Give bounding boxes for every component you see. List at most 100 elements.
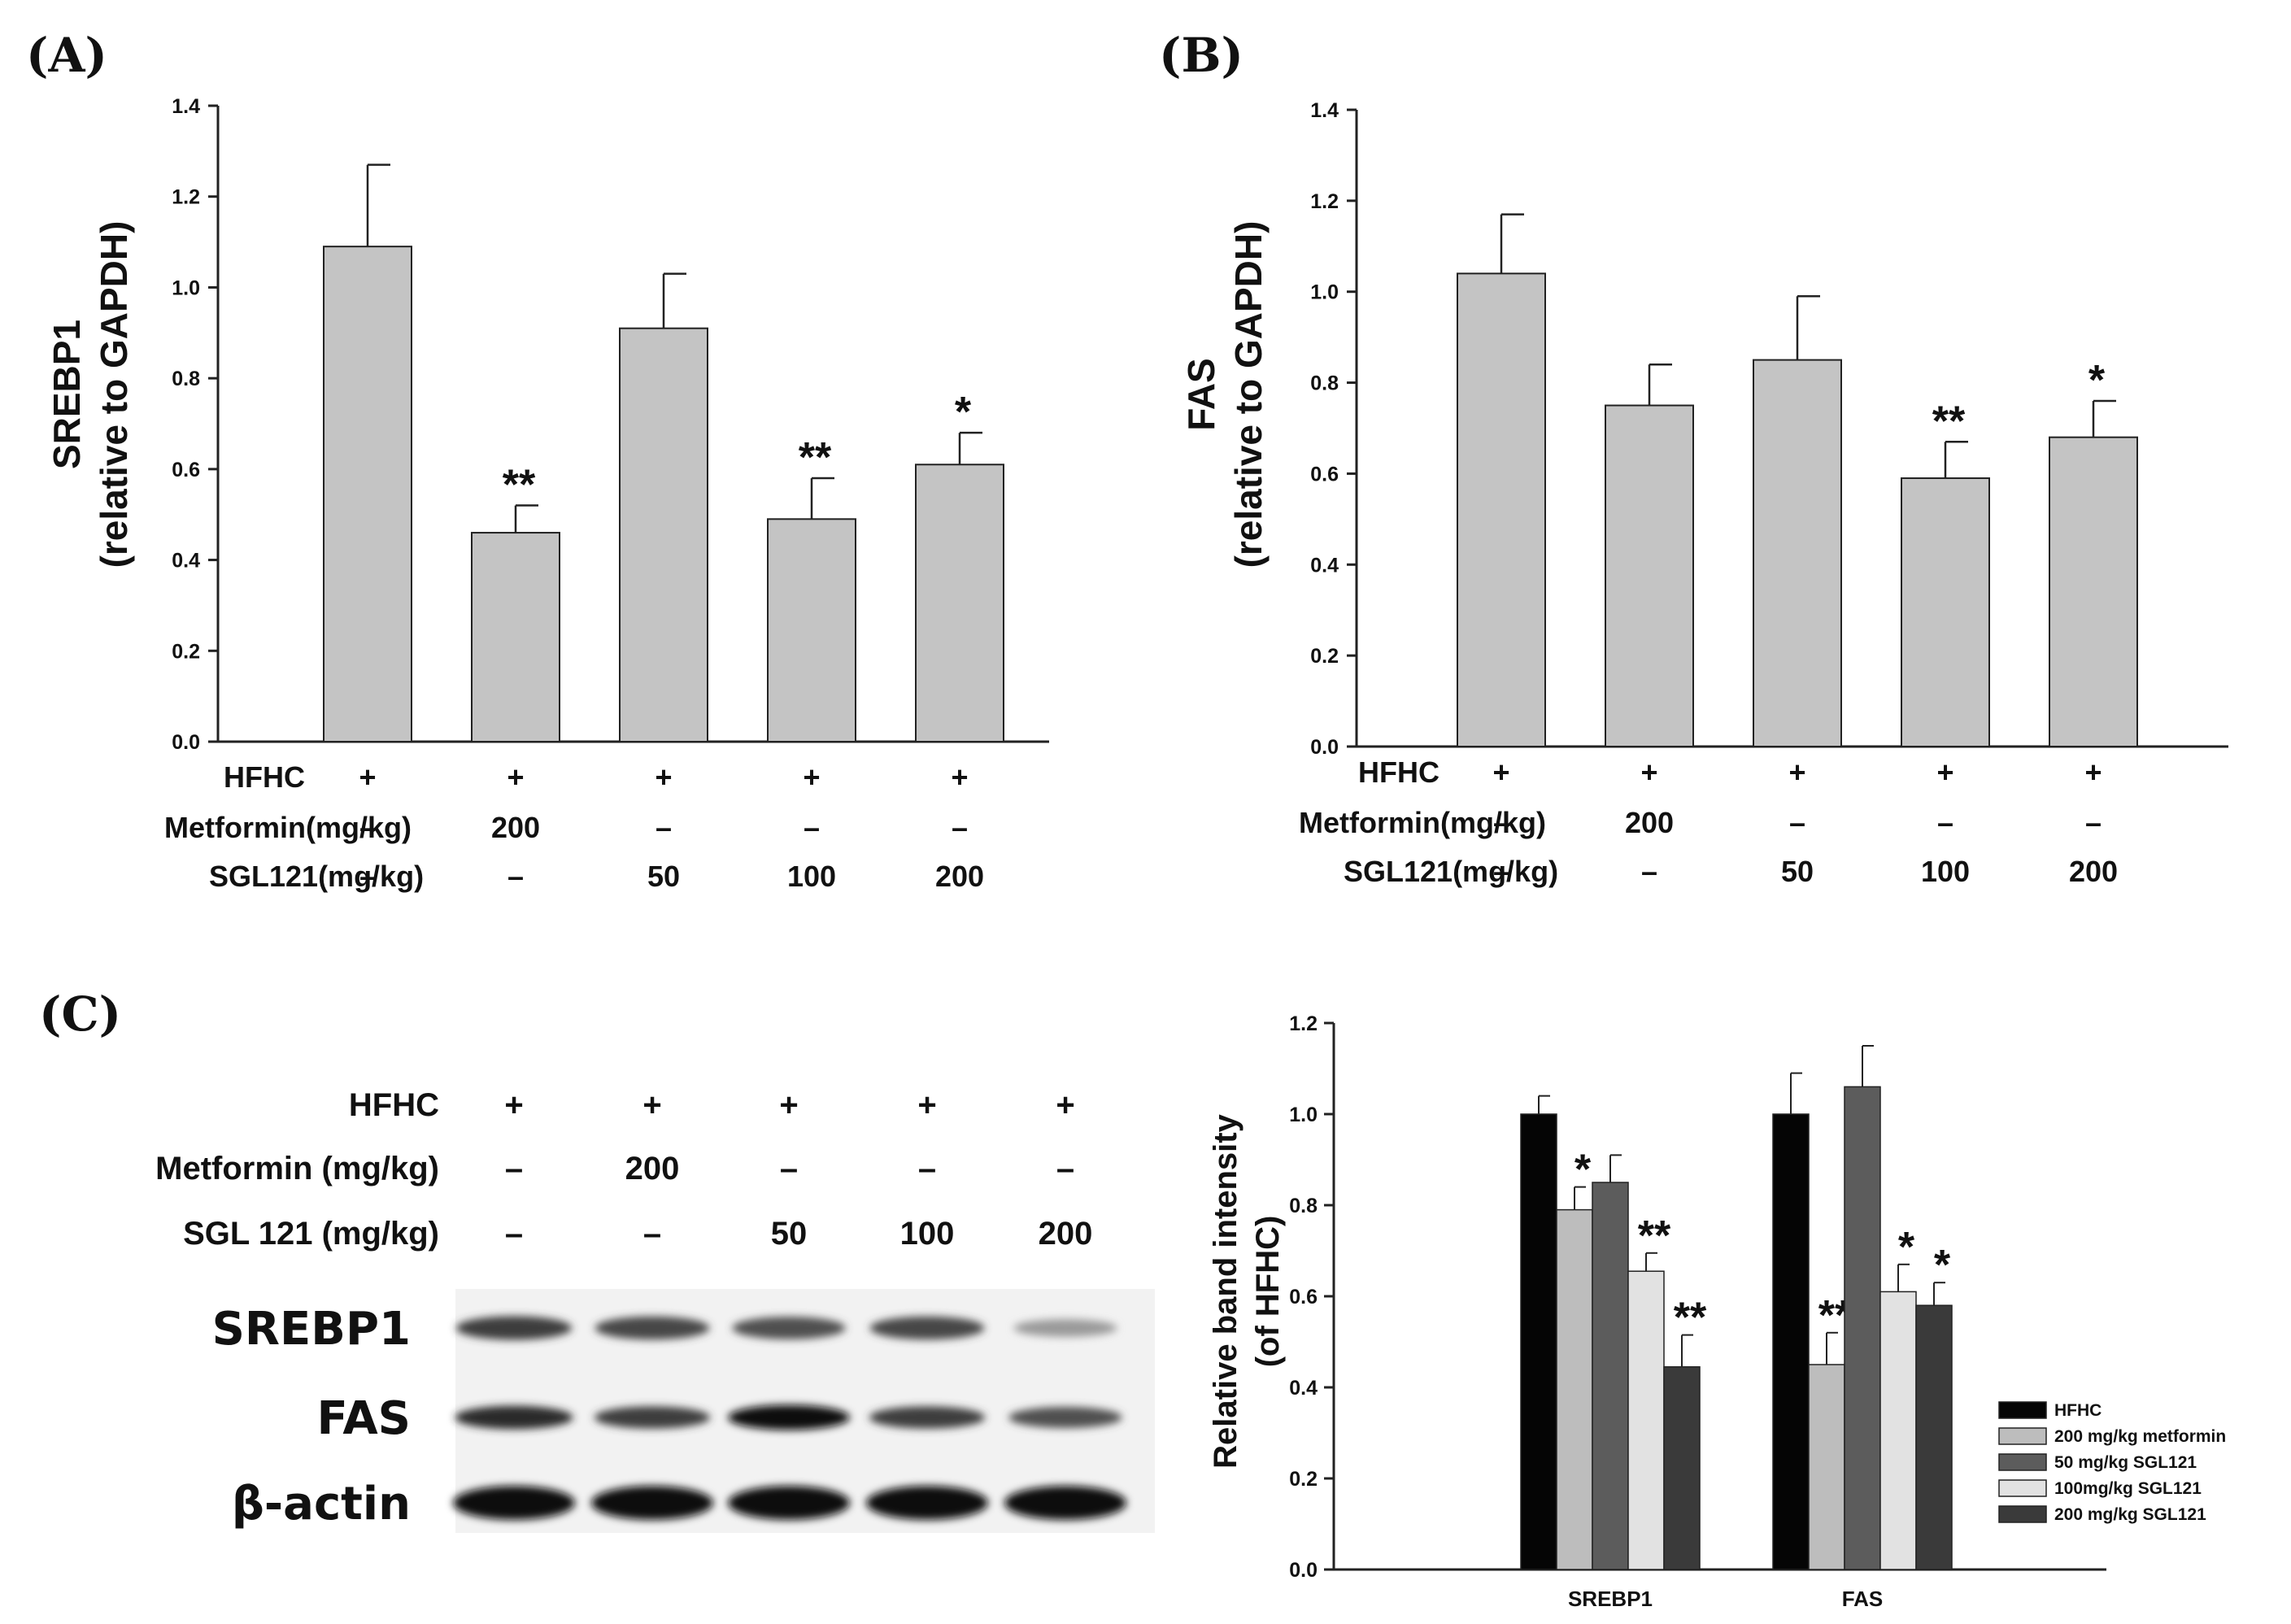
blot-row-label: β-actin <box>232 1478 411 1530</box>
condition-cell: – <box>804 811 820 844</box>
condition-cell: – <box>1937 806 1953 839</box>
condition-cell: 200 <box>1625 806 1674 839</box>
condition-row-label: HFHC <box>224 760 305 794</box>
bar <box>1663 1366 1701 1570</box>
condition-cell: + <box>2084 755 2102 789</box>
blot-band <box>595 1316 710 1340</box>
bar <box>619 327 708 742</box>
blot-condition-cell: – <box>1056 1151 1074 1186</box>
condition-cell: – <box>1493 855 1509 888</box>
blot-band <box>869 1406 986 1429</box>
y-tick-label: 1.0 <box>172 276 200 299</box>
legend-label: 100mg/kg SGL121 <box>2054 1479 2202 1498</box>
chart-a: SREBP1 (relative to GAPDH) 0.0 0.2 0.4 0.6 0… <box>46 95 1049 893</box>
blot-condition-cell: – <box>505 1216 523 1252</box>
y-tick-label: 0.6 <box>1310 463 1339 485</box>
y-tick-label: 0.2 <box>172 640 200 663</box>
blot-band <box>455 1405 573 1430</box>
western-blot: HFHC + + + + + Metformin (mg/kg) – 200 – – – SGL 121… <box>155 1087 1155 1533</box>
y-tick-label: 1.0 <box>1289 1104 1318 1126</box>
blot-condition-cell: 200 <box>625 1151 680 1186</box>
blot-condition-cell: 200 <box>1039 1216 1093 1252</box>
condition-cell: + <box>1492 755 1509 789</box>
condition-cell: – <box>1641 855 1657 888</box>
bar <box>1772 1113 1810 1570</box>
chart-c-ylabel-2: (of HFHC) <box>1250 1216 1286 1368</box>
significance-marker: ** <box>503 462 536 509</box>
panel-label-a: (A) <box>26 28 107 83</box>
condition-cell: + <box>655 760 672 794</box>
condition-cell: 100 <box>1921 855 1970 888</box>
blot-band <box>866 1486 988 1520</box>
chart-b-ylabel-1: FAS <box>1180 358 1222 430</box>
condition-row-label: HFHC <box>1358 755 1439 789</box>
chart-a-ylabel-2: (relative to GAPDH) <box>93 221 135 568</box>
condition-cell: 50 <box>1781 855 1814 888</box>
bar <box>1879 1291 1917 1570</box>
chart-b-ylabel-2: (relative to GAPDH) <box>1227 221 1270 568</box>
chart-a-ylabel-1: SREBP1 <box>46 320 88 469</box>
blot-condition-label: Metformin (mg/kg) <box>155 1151 439 1186</box>
significance-marker: * <box>1898 1224 1915 1271</box>
condition-cell: – <box>359 811 376 844</box>
legend-label: 200 mg/kg metformin <box>2054 1427 2226 1446</box>
y-tick-label: 0.6 <box>1289 1286 1318 1308</box>
significance-marker: ** <box>799 434 832 481</box>
condition-cell: + <box>951 760 968 794</box>
y-tick-label: 0.4 <box>1289 1377 1318 1400</box>
condition-cell: 200 <box>935 860 984 893</box>
condition-row-label: Metformin(mg/kg) <box>164 811 412 844</box>
category-label: SREBP1 <box>1568 1587 1653 1611</box>
significance-marker: ** <box>1932 398 1966 445</box>
bar <box>1915 1304 1953 1570</box>
condition-row-label: SGL121(mg/kg) <box>1344 855 1558 888</box>
y-tick-label: 0.0 <box>1310 736 1339 759</box>
bar <box>1556 1208 1593 1570</box>
condition-cell: + <box>1936 755 1953 789</box>
bar <box>1808 1364 1845 1570</box>
legend-swatch <box>1998 1505 2047 1523</box>
y-tick-label: 1.2 <box>172 186 200 209</box>
significance-marker: * <box>1934 1242 1951 1289</box>
significance-marker: * <box>1575 1147 1592 1194</box>
category-label: FAS <box>1842 1587 1884 1611</box>
blot-condition-cell: + <box>779 1087 798 1123</box>
bar <box>471 532 560 742</box>
y-tick-label: 0.8 <box>1289 1195 1318 1217</box>
legend-swatch <box>1998 1479 2047 1497</box>
bar <box>2049 436 2138 748</box>
blot-condition-cell: – <box>505 1151 523 1186</box>
blot-band <box>728 1486 850 1520</box>
y-tick-label: 1.0 <box>1310 281 1339 304</box>
y-tick-label: 0.2 <box>1289 1468 1318 1491</box>
blot-condition-cell: – <box>918 1151 936 1186</box>
y-tick-label: 0.2 <box>1310 645 1339 668</box>
panel-label-c: (C) <box>39 986 121 1042</box>
significance-marker: * <box>955 389 972 436</box>
y-tick-label: 0.0 <box>1289 1559 1318 1582</box>
blot-band <box>1008 1407 1122 1428</box>
condition-cell: – <box>1493 806 1509 839</box>
blot-condition-label: HFHC <box>349 1087 439 1123</box>
y-tick-label: 0.0 <box>172 731 200 754</box>
blot-row-label: FAS <box>317 1392 412 1445</box>
bar <box>767 518 856 742</box>
legend-label: HFHC <box>2054 1401 2102 1420</box>
legend-swatch <box>1998 1453 2047 1471</box>
blot-band <box>1013 1319 1117 1337</box>
blot-condition-cell: + <box>1056 1087 1074 1123</box>
bar <box>1605 404 1694 747</box>
condition-cell: – <box>2085 806 2102 839</box>
blot-condition-cell: + <box>642 1087 661 1123</box>
bar <box>1627 1270 1665 1570</box>
y-tick-label: 1.4 <box>1310 99 1339 122</box>
bar <box>1901 477 1990 747</box>
panel-label-b: (B) <box>1159 28 1243 83</box>
bar <box>1520 1113 1557 1570</box>
condition-cell: – <box>952 811 968 844</box>
blot-band <box>728 1404 850 1430</box>
blot-band <box>453 1486 575 1520</box>
y-tick-label: 0.8 <box>172 368 200 390</box>
condition-cell: – <box>359 860 376 893</box>
blot-band <box>1004 1486 1126 1520</box>
